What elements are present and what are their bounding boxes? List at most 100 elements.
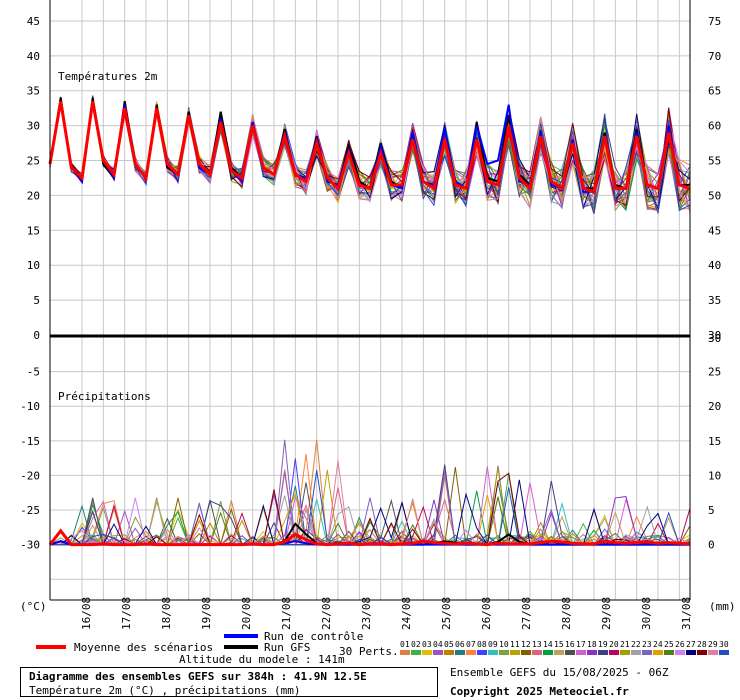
pert-number: 18 [587,640,597,649]
precip-right-tick: 0 [708,539,715,552]
pert-color-swatch [719,650,729,655]
temp-left-tick: 25 [27,155,40,168]
legend-control-label: Run de contrôle [264,630,363,643]
temp-right-tick: 45 [708,224,721,237]
pert-color-swatch [565,650,575,655]
perts-label: 30 Perts. [339,645,399,658]
pert-color-swatch [675,650,685,655]
precipitation-plot-area [50,337,690,600]
temperature-panel-title: Températures 2m [58,70,158,83]
pert-number: 03 [422,640,432,649]
left-unit-label: (°C) [20,600,47,613]
precip-right-tick: 10 [708,469,721,482]
pert-color-swatch [576,650,586,655]
temp-left-tick: 10 [27,259,40,272]
temp-left-tick: 15 [27,224,40,237]
date-tick-label: 26/08 [480,597,493,630]
pert-color-swatch [609,650,619,655]
date-tick-label: 18/08 [160,597,173,630]
temp-left-tick: 0 [33,329,40,342]
pert-number: 17 [576,640,586,649]
temp-left-tick: 35 [27,85,40,98]
pert-number: 13 [532,640,542,649]
temp-right-tick: 50 [708,189,721,202]
date-tick-label: 16/08 [80,597,93,630]
pert-number: 07 [466,640,476,649]
pert-color-swatch [697,650,707,655]
pert-color-swatch [422,650,432,655]
temp-right-tick: 35 [708,294,721,307]
date-tick-label: 17/08 [120,597,133,630]
pert-color-swatch [411,650,421,655]
info-title: Diagramme des ensembles GEFS sur 384h : … [29,670,367,683]
legend-gfs-label: Run GFS [264,641,310,654]
pert-number: 22 [631,640,641,649]
temp-right-tick: 40 [708,259,721,272]
legend-mean-label: Moyenne des scénarios [74,641,213,654]
pert-color-swatch [499,650,509,655]
precip-left-tick: -5 [27,366,40,379]
pert-number: 21 [620,640,630,649]
pert-number: 19 [598,640,608,649]
pert-number: 15 [554,640,564,649]
pert-color-swatch [532,650,542,655]
pert-color-swatch [488,650,498,655]
plot-frame [49,0,691,601]
date-tick-label: 31/08 [680,597,693,630]
pert-number: 16 [565,640,575,649]
pert-color-swatch [521,650,531,655]
temp-right-tick-zero: 30 [708,332,721,345]
pert-number: 11 [510,640,520,649]
temp-right-tick: 55 [708,155,721,168]
precipitation-panel-title: Précipitations [58,390,151,403]
precip-left-tick: -25 [20,504,40,517]
main-series-lines [48,97,691,547]
temp-right-tick: 60 [708,120,721,133]
pert-number: 30 [719,640,729,649]
pert-number: 08 [477,640,487,649]
pert-number: 04 [433,640,443,649]
pert-number: 29 [708,640,718,649]
pert-color-swatch [653,650,663,655]
temp-right-tick: 75 [708,15,721,28]
pert-number: 25 [664,640,674,649]
series-temp-line [48,100,691,194]
precip-left-tick: -15 [20,435,40,448]
pert-color-swatch [664,650,674,655]
pert-color-swatch [686,650,696,655]
temp-right-tick: 65 [708,85,721,98]
info-subtitle: Température 2m (°C) , précipitations (mm… [29,684,301,697]
pert-number: 06 [455,640,465,649]
pert-color-swatch [631,650,641,655]
temp-left-tick: 40 [27,50,40,63]
date-tick-label: 21/08 [280,597,293,630]
date-tick-label: 29/08 [600,597,613,630]
temp-left-tick: 5 [33,294,40,307]
date-tick-label: 27/08 [520,597,533,630]
precip-left-tick: -10 [20,400,40,413]
date-tick-label: 23/08 [360,597,373,630]
pert-number: 10 [499,640,509,649]
temp-left-tick: 45 [27,15,40,28]
right-unit-label: (mm) [709,600,736,613]
altitude-label: Altitude du modele : 141m [179,653,345,666]
temp-right-tick: 70 [708,50,721,63]
date-tick-label: 25/08 [440,597,453,630]
date-tick-label: 28/08 [560,597,573,630]
series-precip-line [48,528,691,547]
pert-color-swatch [477,650,487,655]
pert-color-swatch [642,650,652,655]
pert-color-swatch [400,650,410,655]
pert-color-swatch [543,650,553,655]
pert-color-swatch [587,650,597,655]
pert-number: 14 [543,640,553,649]
temp-left-tick: 30 [27,120,40,133]
pert-color-swatch [708,650,718,655]
pert-color-swatch [598,650,608,655]
precip-right-tick: 5 [708,504,715,517]
pert-number: 24 [653,640,663,649]
precip-left-tick: -30 [20,539,40,552]
pert-color-swatch [466,650,476,655]
perturbation-legend: 01 02 03 04 05 06 07 08 09 10 11 12 13 14 15 16 17 18 19 20… [400,640,729,655]
